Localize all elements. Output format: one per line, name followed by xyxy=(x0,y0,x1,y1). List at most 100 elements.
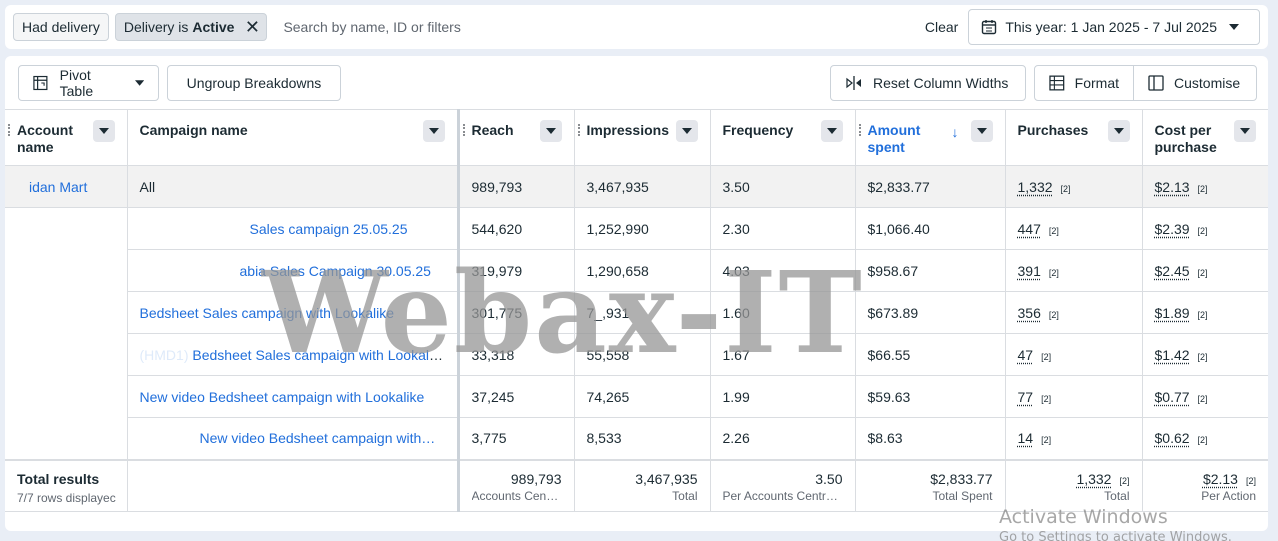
format-button[interactable]: Format xyxy=(1034,65,1134,101)
chevron-down-icon[interactable] xyxy=(821,120,843,142)
column-header-purchases[interactable]: Purchases xyxy=(1005,110,1142,166)
calendar-icon xyxy=(981,19,997,35)
total-cpp-number[interactable]: $2.13 xyxy=(1203,471,1238,487)
table-row[interactable]: Sales campaign 25.05.25 544,620 1,252,99… xyxy=(5,208,1268,250)
attribution-marker: [2] xyxy=(1198,184,1208,194)
column-header-frequency[interactable]: Frequency xyxy=(710,110,855,166)
attribution-marker: [2] xyxy=(1041,352,1051,362)
table-row[interactable]: New video Bedsheet campaign with Lookali… xyxy=(5,376,1268,418)
sort-descending-icon[interactable]: ↓ xyxy=(952,124,959,140)
chevron-down-icon[interactable] xyxy=(423,120,445,142)
purchases-cell[interactable]: 447 [2] xyxy=(1005,208,1142,250)
account-name-cell xyxy=(5,250,127,292)
campaign-link[interactable]: New video Bedsheet campaign with Lookali… xyxy=(140,389,425,405)
purchases-cell[interactable]: 391 [2] xyxy=(1005,250,1142,292)
filter-chip-label: Had delivery xyxy=(22,19,100,35)
cost-per-purchase-cell[interactable]: $2.39 [2] xyxy=(1142,208,1268,250)
cost-per-purchase-value[interactable]: $1.42 xyxy=(1155,347,1190,363)
table-row[interactable]: idan Mart All 989,793 3,467,935 3.50 $2,… xyxy=(5,166,1268,208)
pivot-icon xyxy=(33,75,50,91)
campaign-name-cell[interactable]: abia Sales Campaign 30.05.25 xyxy=(127,250,458,292)
column-header-amount-spent[interactable]: Amount spent ↓ xyxy=(855,110,1005,166)
account-name-link[interactable]: idan Mart xyxy=(17,179,87,195)
table-row[interactable]: Bedsheet Sales campaign with Lookalike 3… xyxy=(5,292,1268,334)
column-header-impressions[interactable]: Impressions xyxy=(574,110,710,166)
table-row[interactable]: abia Sales Campaign 30.05.25 319,979 1,2… xyxy=(5,250,1268,292)
drag-handle-icon[interactable] xyxy=(578,124,580,136)
ungroup-breakdowns-button[interactable]: Ungroup Breakdowns xyxy=(167,65,341,101)
purchases-value[interactable]: 77 xyxy=(1018,389,1034,405)
customise-button[interactable]: Customise xyxy=(1133,65,1257,101)
account-name-cell[interactable]: idan Mart xyxy=(5,166,127,208)
chevron-down-icon[interactable] xyxy=(971,120,993,142)
campaign-prefix: (HMD1) xyxy=(140,347,189,363)
impressions-cell: 55,558 xyxy=(574,334,710,376)
campaign-link[interactable]: Bedsheet Sales campaign with Lookalike xyxy=(140,305,395,321)
total-cpp-cell: $2.13 [2] Per Action xyxy=(1142,460,1268,512)
reset-column-widths-button[interactable]: Reset Column Widths xyxy=(830,65,1026,101)
chevron-down-icon[interactable] xyxy=(1108,120,1130,142)
purchases-value[interactable]: 356 xyxy=(1018,305,1041,321)
table-row[interactable]: New video Bedsheet campaign with… 3,775 … xyxy=(5,418,1268,460)
purchases-value[interactable]: 391 xyxy=(1018,263,1041,279)
total-purchases-number[interactable]: 1,332 xyxy=(1076,471,1111,487)
frequency-cell: 4.03 xyxy=(710,250,855,292)
purchases-value[interactable]: 1,332 xyxy=(1018,179,1053,195)
campaign-name-cell[interactable]: New video Bedsheet campaign with… xyxy=(127,418,458,460)
cost-per-purchase-value[interactable]: $1.89 xyxy=(1155,305,1190,321)
campaign-link[interactable]: New video Bedsheet campaign with… xyxy=(140,430,436,446)
cost-per-purchase-cell[interactable]: $2.45 [2] xyxy=(1142,250,1268,292)
purchases-cell[interactable]: 47 [2] xyxy=(1005,334,1142,376)
attribution-marker: [2] xyxy=(1198,226,1208,236)
close-icon[interactable]: ✕ xyxy=(242,18,262,36)
cost-per-purchase-cell[interactable]: $0.62 [2] xyxy=(1142,418,1268,460)
purchases-cell[interactable]: 14 [2] xyxy=(1005,418,1142,460)
total-frequency-cell: 3.50 Per Accounts Centre a... xyxy=(710,460,855,512)
campaign-link[interactable]: Sales campaign 25.05.25 xyxy=(140,221,408,237)
cost-per-purchase-value[interactable]: $2.39 xyxy=(1155,221,1190,237)
total-purchases-value[interactable]: 1,332 [2] xyxy=(1018,471,1130,487)
cost-per-purchase-value[interactable]: $2.45 xyxy=(1155,263,1190,279)
campaign-name-cell[interactable]: New video Bedsheet campaign with Lookali… xyxy=(127,376,458,418)
cost-per-purchase-cell[interactable]: $1.42 [2] xyxy=(1142,334,1268,376)
search-input[interactable] xyxy=(273,13,924,41)
chevron-down-icon[interactable] xyxy=(1234,120,1256,142)
date-range-button[interactable]: This year: 1 Jan 2025 - 7 Jul 2025 xyxy=(968,9,1260,45)
cost-per-purchase-value[interactable]: $0.62 xyxy=(1155,430,1190,446)
purchases-value[interactable]: 14 xyxy=(1018,430,1034,446)
purchases-cell[interactable]: 77 [2] xyxy=(1005,376,1142,418)
campaign-name-cell[interactable]: (HMD1) Bedsheet Sales campaign with Look… xyxy=(127,334,458,376)
attribution-marker: [2] xyxy=(1061,184,1071,194)
cost-per-purchase-cell[interactable]: $0.77 [2] xyxy=(1142,376,1268,418)
column-header-cost-per-purchase[interactable]: Cost per purchase xyxy=(1142,110,1268,166)
column-header-reach[interactable]: Reach xyxy=(458,110,574,166)
total-reach-cell: 989,793 Accounts Centre... xyxy=(458,460,574,512)
chevron-down-icon[interactable] xyxy=(676,120,698,142)
cost-per-purchase-cell[interactable]: $2.13 [2] xyxy=(1142,166,1268,208)
filter-chip-delivery-active[interactable]: Delivery is Active ✕ xyxy=(115,13,268,41)
chevron-down-icon[interactable] xyxy=(93,120,115,142)
campaign-name-cell[interactable]: Sales campaign 25.05.25 xyxy=(127,208,458,250)
column-header-account-name[interactable]: Account name xyxy=(5,110,127,166)
purchases-value[interactable]: 47 xyxy=(1018,347,1034,363)
cost-per-purchase-value[interactable]: $0.77 xyxy=(1155,389,1190,405)
drag-handle-icon[interactable] xyxy=(8,124,10,136)
campaign-link[interactable]: abia Sales Campaign 30.05.25 xyxy=(140,263,431,279)
campaign-link[interactable]: Bedsheet Sales campaign with Lookalike xyxy=(192,347,447,363)
filter-chip-had-delivery[interactable]: Had delivery xyxy=(13,13,109,41)
cost-per-purchase-value[interactable]: $2.13 xyxy=(1155,179,1190,195)
purchases-value[interactable]: 447 xyxy=(1018,221,1041,237)
purchases-cell[interactable]: 356 [2] xyxy=(1005,292,1142,334)
campaign-name-cell[interactable]: Bedsheet Sales campaign with Lookalike xyxy=(127,292,458,334)
total-cpp-value[interactable]: $2.13 [2] xyxy=(1155,471,1257,487)
total-reach-value: 989,793 xyxy=(472,471,562,487)
chevron-down-icon[interactable] xyxy=(540,120,562,142)
drag-handle-icon[interactable] xyxy=(859,124,861,136)
purchases-cell[interactable]: 1,332 [2] xyxy=(1005,166,1142,208)
table-row[interactable]: (HMD1) Bedsheet Sales campaign with Look… xyxy=(5,334,1268,376)
clear-button[interactable]: Clear xyxy=(925,19,958,35)
cost-per-purchase-cell[interactable]: $1.89 [2] xyxy=(1142,292,1268,334)
column-header-campaign-name[interactable]: Campaign name xyxy=(127,110,458,166)
pivot-table-button[interactable]: Pivot Table xyxy=(18,65,159,101)
drag-handle-icon[interactable] xyxy=(463,124,465,136)
